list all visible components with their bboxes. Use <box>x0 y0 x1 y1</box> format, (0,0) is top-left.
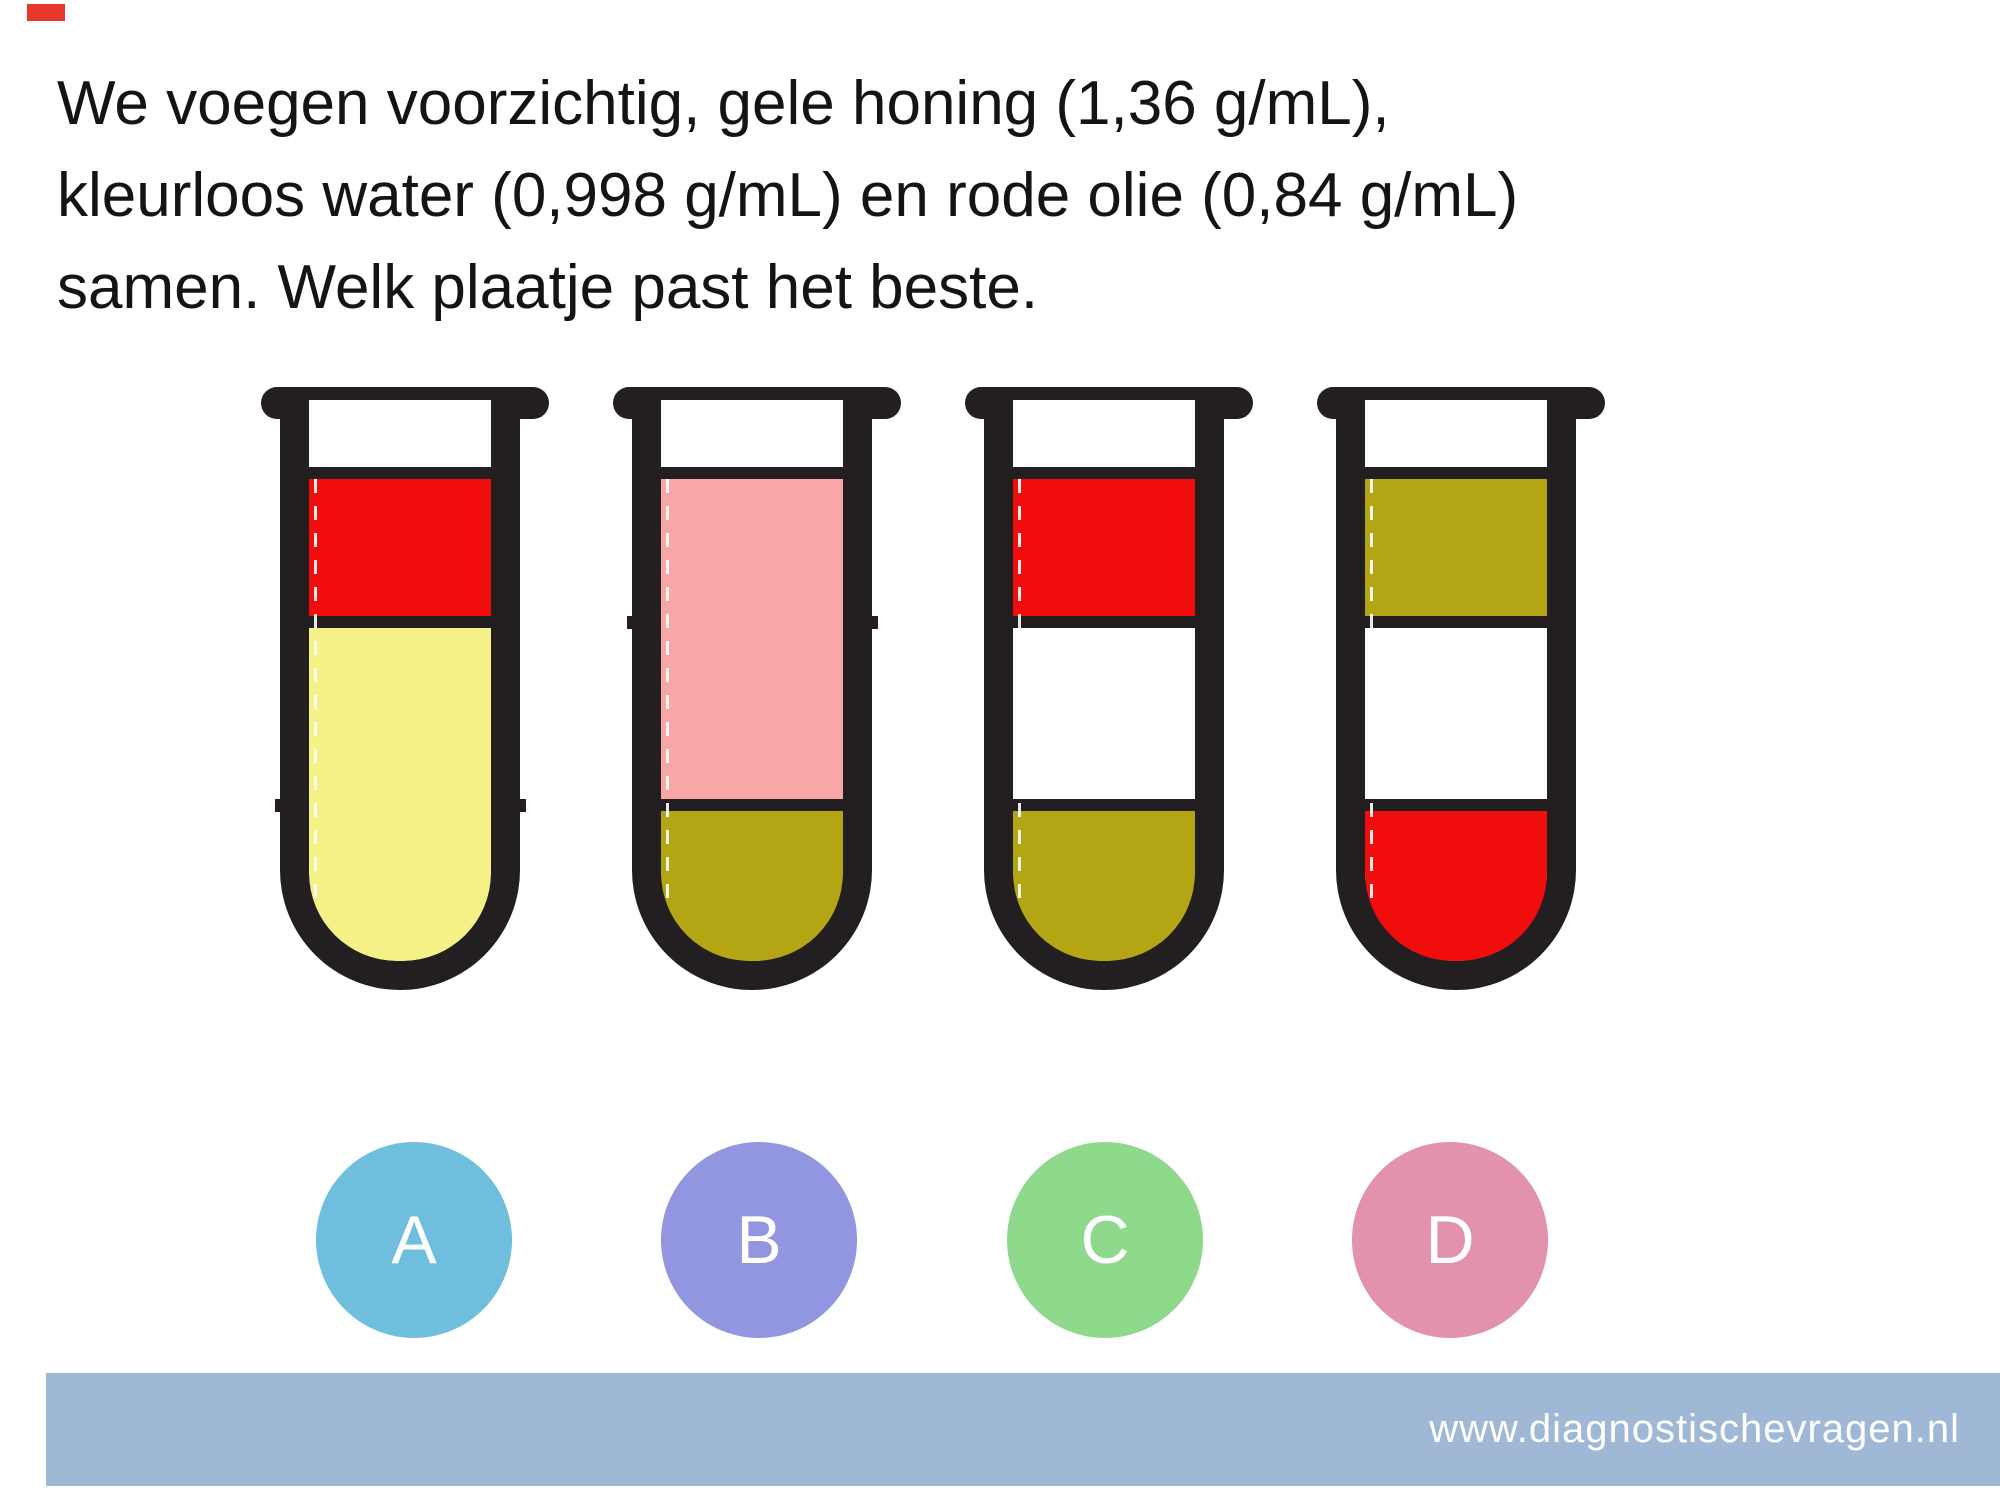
highlight-dash-artifact <box>314 479 317 947</box>
answer-letter: D <box>1425 1202 1475 1278</box>
footer-url: www.diagnostischevragen.nl <box>1429 1407 1960 1451</box>
answer-circle-a[interactable]: A <box>316 1142 512 1338</box>
answer-circle-d[interactable]: D <box>1352 1142 1548 1338</box>
liquid-layer-colorless <box>1365 628 1547 799</box>
tube-contents <box>661 400 843 961</box>
question-line-3: samen. Welk plaatje past het beste. <box>57 253 1039 322</box>
layer-boundary-line <box>661 799 843 811</box>
test-tube-b <box>613 387 903 1002</box>
layer-boundary-line <box>309 616 491 628</box>
layer-boundary-line <box>661 467 843 479</box>
footer-bar: www.diagnostischevragen.nl <box>46 1373 2000 1486</box>
hidden-line-nub <box>867 616 878 629</box>
tube-contents <box>1365 400 1547 961</box>
liquid-layer-red <box>1013 479 1195 616</box>
liquid-layer-olive <box>1365 479 1547 616</box>
layer-boundary-line <box>1365 467 1547 479</box>
liquid-layer-colorless <box>1013 628 1195 799</box>
test-tube-d <box>1317 387 1607 1002</box>
tube-body <box>632 400 872 990</box>
liquid-layer-pale-yellow <box>309 628 491 961</box>
highlight-dash-artifact <box>666 479 669 947</box>
layer-boundary-line <box>1013 467 1195 479</box>
hidden-line-nub <box>275 799 286 812</box>
layer-boundary-line <box>309 467 491 479</box>
hidden-line-nub <box>515 799 526 812</box>
layer-boundary-line <box>1365 616 1547 628</box>
answer-circle-b[interactable]: B <box>661 1142 857 1338</box>
highlight-dash-artifact <box>1370 479 1373 947</box>
tube-contents <box>309 400 491 961</box>
tube-body <box>280 400 520 990</box>
answer-circle-c[interactable]: C <box>1007 1142 1203 1338</box>
question-line-2: kleurloos water (0,998 g/mL) en rode oli… <box>57 161 1519 230</box>
test-tube-c <box>965 387 1255 1002</box>
tube-body <box>1336 400 1576 990</box>
test-tube-a <box>261 387 551 1002</box>
red-mark-artifact <box>27 4 65 21</box>
layer-boundary-line <box>1365 799 1547 811</box>
liquid-layer-olive <box>1013 811 1195 961</box>
answer-letter: A <box>391 1202 437 1278</box>
layer-boundary-line <box>1013 799 1195 811</box>
hidden-line-nub <box>627 616 638 629</box>
highlight-dash-artifact <box>1018 479 1021 947</box>
liquid-layer-pink <box>661 479 843 799</box>
question-text: We voegen voorzichtig, gele honing (1,36… <box>57 58 1927 334</box>
liquid-layer-olive <box>661 811 843 961</box>
layer-boundary-line <box>1013 616 1195 628</box>
tube-body <box>984 400 1224 990</box>
liquid-layer-red <box>309 479 491 616</box>
answer-letter: C <box>1080 1202 1130 1278</box>
tube-contents <box>1013 400 1195 961</box>
liquid-layer-red <box>1365 811 1547 961</box>
answer-letter: B <box>736 1202 782 1278</box>
question-line-1: We voegen voorzichtig, gele honing (1,36… <box>57 69 1390 138</box>
